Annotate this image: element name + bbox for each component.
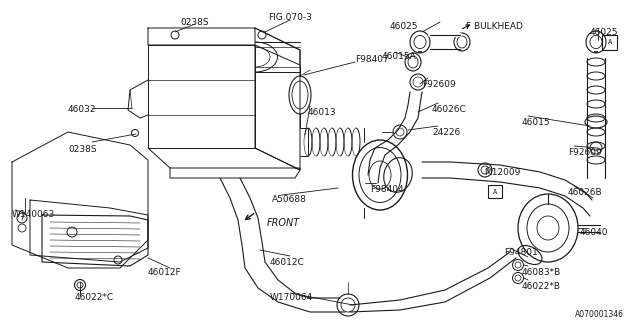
Text: A: A	[493, 188, 497, 195]
Text: 46012C: 46012C	[270, 258, 305, 267]
Text: FIG.070-3: FIG.070-3	[268, 13, 312, 22]
Text: 46026C: 46026C	[432, 105, 467, 114]
Bar	[602, 35, 617, 50]
Text: 46022*C: 46022*C	[75, 293, 114, 302]
Text: A070001346: A070001346	[575, 310, 624, 319]
Text: 46012F: 46012F	[148, 268, 182, 277]
Text: 46083*B: 46083*B	[522, 268, 561, 277]
Text: 46022*B: 46022*B	[522, 282, 561, 291]
Text: F98407: F98407	[355, 55, 388, 64]
Text: F94801: F94801	[504, 248, 538, 257]
Text: F BULKHEAD: F BULKHEAD	[466, 22, 523, 31]
Text: 46026B: 46026B	[568, 188, 603, 197]
Text: F92609: F92609	[568, 148, 602, 157]
Text: 0238S: 0238S	[180, 18, 209, 27]
Text: A: A	[607, 39, 612, 45]
Text: M12009: M12009	[484, 168, 520, 177]
Text: 0238S: 0238S	[68, 145, 97, 154]
Text: W170064: W170064	[270, 293, 313, 302]
Text: FRONT: FRONT	[267, 218, 300, 228]
Text: 24226: 24226	[432, 128, 460, 137]
Text: F98404: F98404	[370, 185, 404, 194]
Text: 46015A: 46015A	[382, 52, 417, 61]
Text: 46025: 46025	[390, 22, 419, 31]
Text: 46040: 46040	[580, 228, 609, 237]
Text: W140063: W140063	[12, 210, 55, 219]
Bar	[488, 185, 502, 198]
Text: 46015: 46015	[522, 118, 550, 127]
Text: F92609: F92609	[422, 80, 456, 89]
Text: 46025: 46025	[590, 28, 618, 37]
Text: 46032: 46032	[68, 105, 97, 114]
Text: A50688: A50688	[272, 195, 307, 204]
Text: 46013: 46013	[308, 108, 337, 117]
